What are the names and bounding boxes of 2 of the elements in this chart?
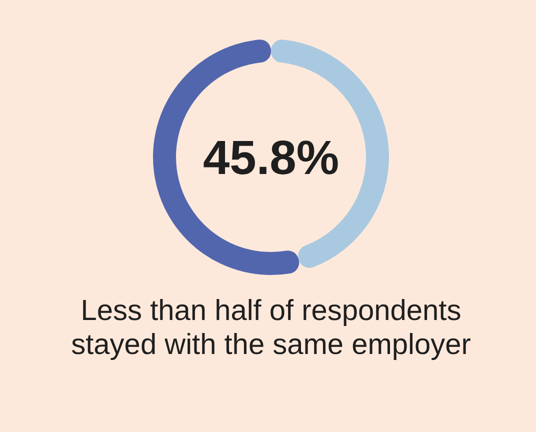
text: 45.8% — [202, 131, 340, 186]
text: Less than half of respondents stayed with the same employer — [70, 294, 472, 362]
